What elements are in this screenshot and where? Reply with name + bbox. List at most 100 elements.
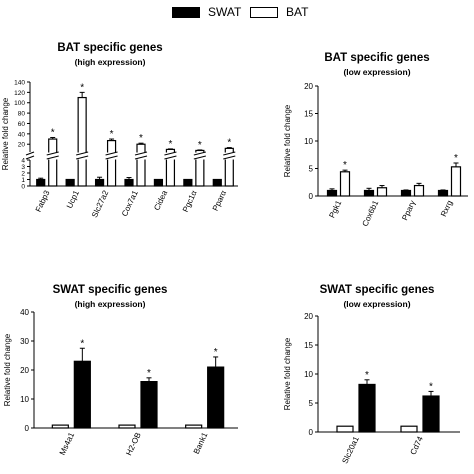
chart-swat-low: 0 5 10 15 20 Relative fold change * Slc20a1 * Cd7… (283, 312, 460, 466)
y-tick-label: 30 (20, 337, 29, 346)
bar-break-mark (46, 151, 59, 156)
bar (48, 138, 58, 187)
bar-break-gap (136, 152, 146, 160)
x-tick-label: Cox7a1 (120, 189, 140, 218)
x-tick-label: Pgc1α (181, 189, 199, 214)
x-tick-label: H2-OB (124, 431, 142, 457)
y-tick-label: 0 (309, 428, 314, 437)
x-tick-label: Pgk1 (327, 199, 343, 220)
bar-break-mark (105, 155, 118, 160)
panel-title: BAT specific genes (57, 42, 163, 54)
bar (376, 187, 388, 197)
bar (51, 424, 69, 429)
y-tick-label: 10 (20, 395, 29, 404)
significance-mark: * (227, 138, 231, 149)
bar-break-gap (106, 152, 117, 160)
y-tick-label: 2 (21, 171, 25, 178)
bar-break-mark (46, 155, 59, 160)
bar (212, 178, 222, 187)
y-tick-label: 1 (21, 177, 25, 184)
y-tick-label: 15 (304, 341, 313, 350)
y-axis-label: Relative fold change (283, 337, 292, 410)
y-tick-label: 20 (20, 366, 29, 375)
x-tick-label: Cidea (152, 189, 169, 212)
panel-swat-low: SWAT specific genes (low expression) 0 5 1… (280, 282, 474, 474)
y-tick-label: 60 (18, 121, 26, 128)
bar (136, 143, 146, 187)
bar (207, 366, 225, 429)
panel-title: BAT specific genes (324, 52, 430, 64)
x-tick-label: Fabp3 (34, 189, 52, 214)
bar (124, 178, 134, 187)
bar-break-gap (165, 152, 176, 160)
bar (65, 178, 75, 187)
panel-bat-low: BAT specific genes (low expression) 0 5 10… (280, 50, 474, 240)
y-tick-label: 140 (14, 80, 25, 87)
legend: SWAT BAT (0, 0, 474, 22)
bar (400, 425, 418, 433)
bar-break-mark (76, 151, 89, 156)
significance-mark: * (51, 127, 55, 138)
x-tick-label: Pparα (211, 189, 228, 213)
x-tick-label: Bank1 (192, 431, 210, 456)
significance-mark: * (214, 347, 218, 358)
significance-mark: * (110, 129, 114, 140)
bar (363, 189, 375, 197)
x-tick-label: Slc20a1 (340, 435, 361, 466)
bar (73, 360, 91, 429)
bar-break-gap (224, 152, 235, 160)
legend-label-bat: BAT (286, 5, 309, 19)
legend-item-bat: BAT (250, 5, 308, 19)
bar-break-mark (134, 155, 148, 160)
y-tick-label: 10 (304, 137, 313, 146)
y-tick-label: 0 (25, 424, 30, 433)
bar-break-gap (194, 152, 205, 160)
significance-mark: * (80, 338, 84, 349)
y-tick-label: 20 (18, 142, 26, 149)
y-tick-label: 40 (20, 308, 29, 317)
y-tick-label: 4 (21, 158, 25, 165)
bar (358, 383, 376, 433)
panel-subtitle: (high expression) (74, 57, 146, 67)
bar (94, 178, 105, 187)
significance-mark: * (198, 140, 202, 151)
legend-swatch-bat (250, 6, 278, 18)
panel-subtitle: (high expression) (74, 299, 146, 309)
legend-label-swat: SWAT (208, 5, 242, 19)
chart-bat-low: 0 5 10 15 20 Relative fold change * Pgk1 Cox6b1 P… (283, 82, 468, 228)
bar-break-mark (164, 151, 177, 156)
significance-mark: * (80, 82, 84, 93)
y-tick-label: 15 (304, 110, 313, 119)
bar (118, 424, 136, 429)
chart-swat-high: 0 10 20 30 40 Relative fold change * Ms4a1 * H2-O… (3, 308, 238, 457)
bar (326, 189, 338, 197)
significance-mark: * (343, 160, 347, 171)
y-tick-label: 0 (309, 192, 314, 201)
x-tick-label: Cox6b1 (361, 199, 381, 228)
y-tick-label: 10 (304, 370, 313, 379)
bar (106, 139, 117, 187)
panel-title: SWAT specific genes (319, 284, 435, 296)
bar (339, 171, 351, 197)
y-tick-label: 80 (18, 111, 26, 118)
bar-break-mark (193, 151, 206, 156)
bar (437, 189, 449, 197)
bar-break-gap (47, 152, 58, 160)
bar (422, 395, 440, 433)
bar-break-mark (223, 151, 236, 156)
y-axis-label: Relative fold change (3, 333, 12, 406)
significance-mark: * (168, 139, 172, 150)
legend-swatch-swat (172, 6, 200, 18)
significance-mark: * (147, 368, 151, 379)
bar-break-mark (134, 151, 148, 156)
bar-break-mark (164, 155, 177, 160)
bar (413, 184, 425, 197)
bar (153, 178, 164, 187)
bar (183, 178, 193, 187)
panel-subtitle: (low expression) (343, 67, 411, 77)
bar (140, 380, 158, 429)
bar-break-mark (76, 155, 89, 160)
y-axis-label: Relative fold change (283, 104, 292, 177)
bar (185, 424, 203, 429)
